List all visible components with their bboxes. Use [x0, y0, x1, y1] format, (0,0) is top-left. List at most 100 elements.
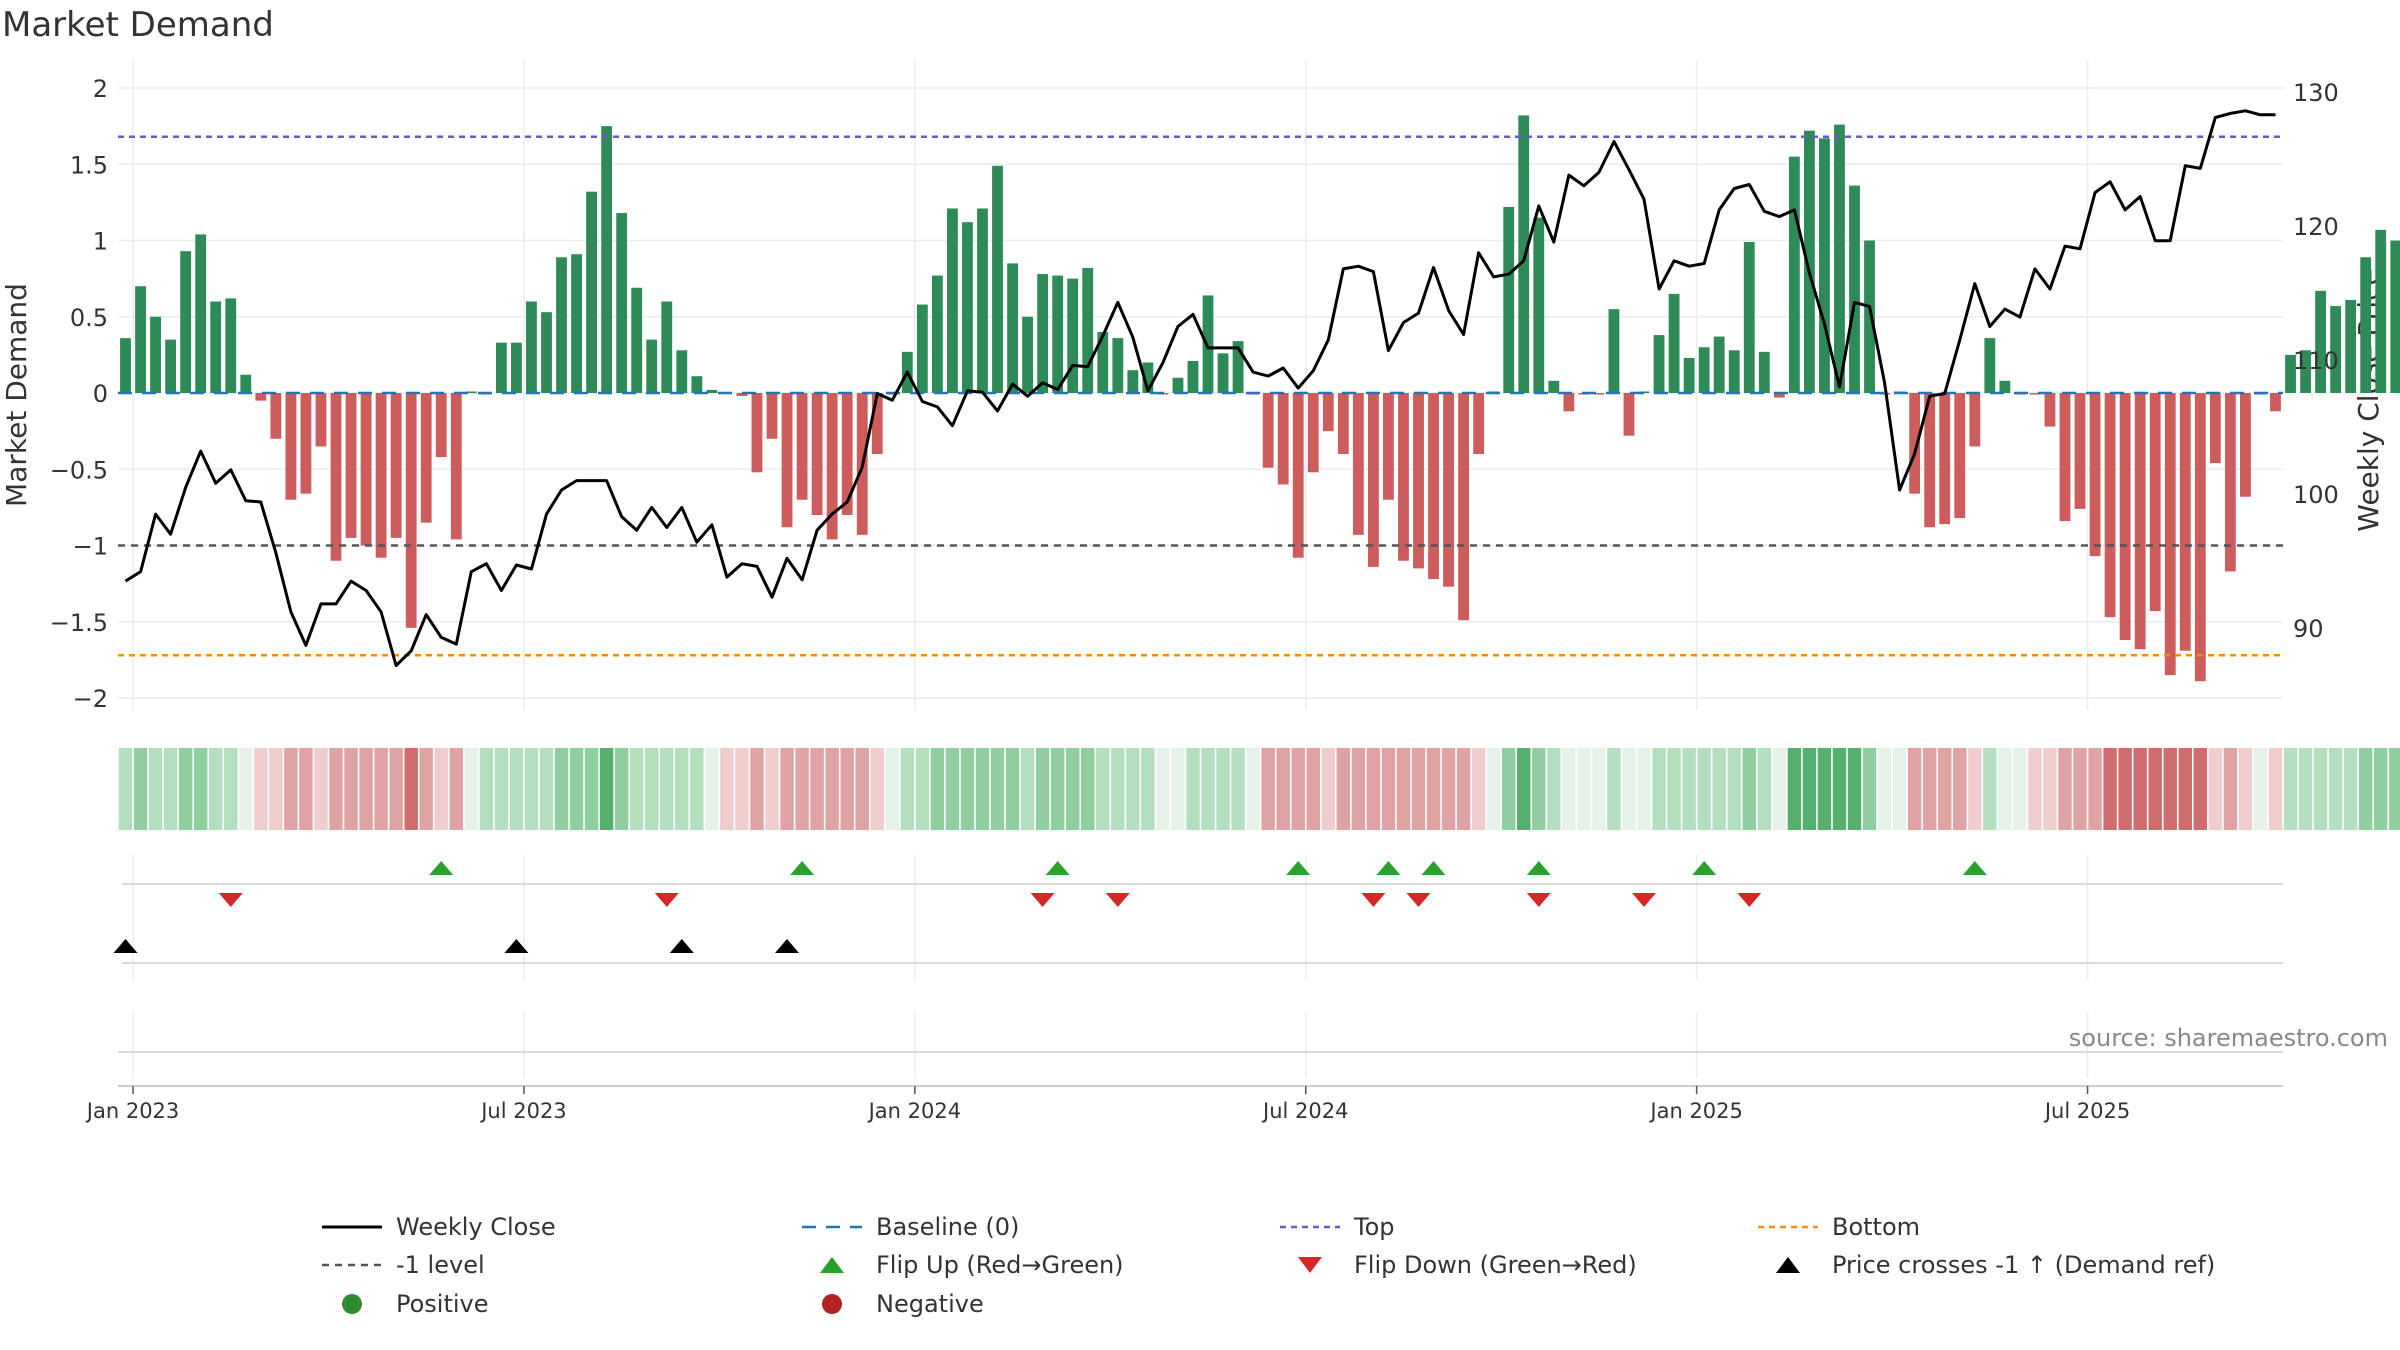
y2-tick-label: 120 [2293, 213, 2339, 241]
legend-label: Weekly Close [396, 1213, 556, 1241]
state-cell [855, 748, 869, 830]
state-cell [1201, 748, 1215, 830]
state-cell [1517, 748, 1531, 830]
demand-bar [992, 165, 1003, 393]
demand-bar [1533, 217, 1545, 394]
state-cell [1501, 748, 1516, 830]
y2-tick-label: 130 [2293, 79, 2339, 107]
state-cell [2043, 748, 2057, 830]
state-cell [645, 748, 659, 830]
flip-down-marker [654, 893, 679, 907]
demand-bar [1773, 393, 1785, 398]
chart-title: Market Demand [2, 5, 274, 45]
legend-label: Baseline (0) [876, 1213, 1019, 1241]
state-cell [1486, 748, 1501, 830]
state-cell [675, 748, 689, 830]
demand-bar [330, 393, 342, 561]
demand-bar [1758, 351, 1770, 393]
x-tick-label: Jan 2024 [867, 1099, 962, 1123]
demand-bar [285, 393, 297, 500]
state-cell [2343, 748, 2358, 830]
demand-bar [947, 208, 958, 393]
demand-bar [225, 298, 237, 393]
state-cell [690, 748, 704, 830]
demand-bar [1413, 393, 1424, 569]
state-cell [569, 748, 584, 830]
state-cell [1712, 748, 1726, 830]
demand-bar [1819, 138, 1830, 393]
demand-bar [1037, 274, 1049, 393]
demand-bar [1262, 393, 1274, 468]
state-cell [810, 748, 824, 830]
state-cell [1577, 748, 1591, 830]
demand-bar [661, 301, 673, 393]
demand-bar [1698, 347, 1710, 393]
state-cell [1126, 748, 1140, 830]
demand-bar [360, 393, 372, 546]
demand-bar [315, 393, 327, 447]
state-cell [2298, 748, 2313, 830]
y-tick-label: −0.5 [50, 456, 108, 484]
state-cell [1727, 748, 1741, 830]
demand-bar [1383, 393, 1394, 500]
state-cell [1156, 748, 1170, 830]
flip-down-marker [1737, 893, 1762, 907]
demand-bar [1864, 240, 1875, 393]
state-cell [2328, 748, 2343, 830]
y-tick-label: 0.5 [70, 304, 108, 332]
state-cell [705, 748, 719, 830]
y-tick-label: 0 [93, 380, 108, 408]
demand-bar [1337, 393, 1349, 454]
y2-tick-label: 110 [2293, 347, 2339, 375]
legend-label: -1 level [396, 1251, 485, 1279]
state-cell [2313, 748, 2328, 830]
demand-bar [405, 393, 417, 628]
legend-label: Bottom [1832, 1213, 1920, 1241]
state-cell [1757, 748, 1772, 830]
flip-up-marker [1286, 861, 1311, 875]
demand-bar [2074, 393, 2086, 509]
state-cell [404, 748, 418, 830]
demand-bar [120, 338, 131, 393]
demand-bar [1954, 393, 1966, 519]
state-cell [930, 748, 945, 830]
legend-swatch [342, 1294, 362, 1314]
state-cell [1396, 748, 1411, 830]
state-cell [163, 748, 178, 830]
demand-bar [2360, 257, 2372, 393]
demand-bar [1202, 295, 1214, 393]
state-cell [359, 748, 373, 830]
demand-bar [1322, 393, 1334, 432]
state-cell [2178, 748, 2192, 830]
state-cell [299, 748, 313, 830]
demand-bar [511, 342, 522, 394]
flip-down-marker [1105, 893, 1130, 907]
demand-bar [811, 393, 823, 515]
demand-bar [1142, 362, 1154, 393]
state-cell [2058, 748, 2072, 830]
flip-up-marker [1526, 861, 1551, 875]
state-cell [1938, 748, 1952, 830]
legend-label: Price crosses -1 ↑ (Demand ref) [1832, 1251, 2215, 1279]
state-cell [1847, 748, 1862, 830]
demand-bar [1458, 393, 1470, 621]
demand-state-strip [118, 748, 2400, 830]
state-cell [1742, 748, 1756, 830]
demand-bar [1082, 267, 1094, 393]
y-axis-label: Market Demand [0, 283, 33, 507]
demand-bar [2240, 393, 2251, 497]
state-cell [464, 748, 479, 830]
state-cell [494, 748, 509, 830]
demand-bar [1352, 393, 1364, 535]
state-cell [975, 748, 990, 830]
demand-bar [1428, 393, 1439, 580]
legend-swatch [822, 1294, 842, 1314]
x-tick-label: Jul 2025 [2043, 1099, 2130, 1123]
demand-bar [977, 208, 988, 393]
x-tick-label: Jan 2025 [1648, 1099, 1743, 1123]
y-tick-label: 1.5 [70, 151, 108, 179]
state-cell [2238, 748, 2253, 830]
legend-label: Negative [876, 1290, 984, 1318]
state-cell [885, 748, 899, 830]
reference-levels [118, 135, 2283, 657]
